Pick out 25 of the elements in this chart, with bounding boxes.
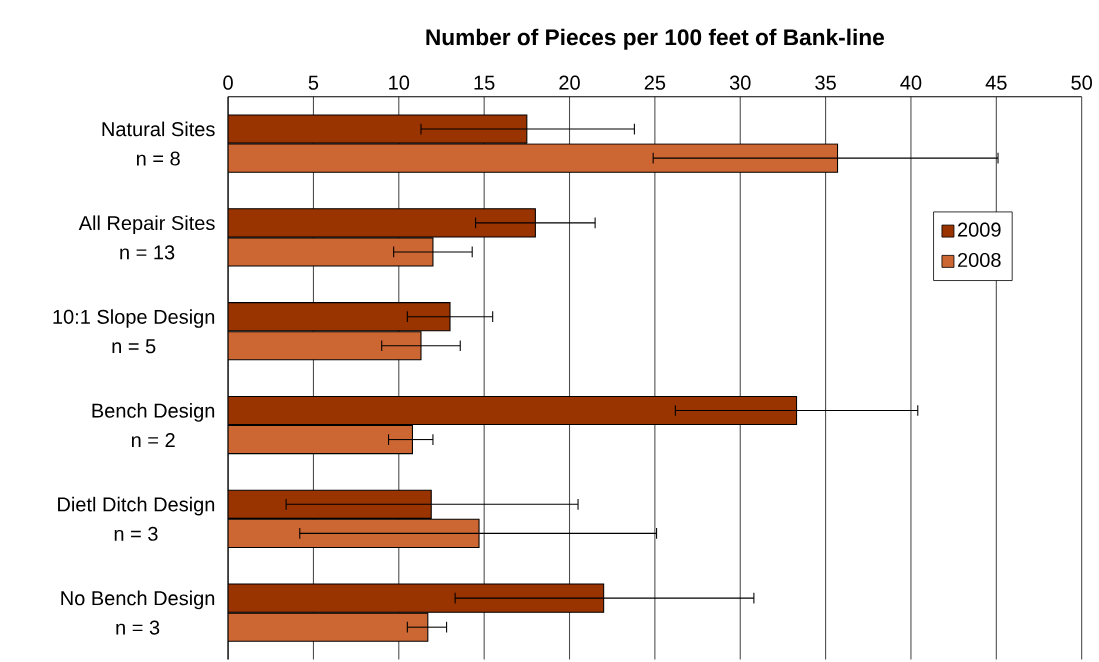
- y-tick-label: 10:1 Slope Design n = 5: [53, 309, 215, 354]
- x-tick-label: 15: [474, 76, 495, 90]
- y-tick-label: Dietl Ditch Design n = 3: [58, 497, 215, 542]
- x-tick-label: 35: [815, 75, 836, 90]
- x-tick-label: 5: [308, 76, 319, 90]
- x-tick-label: 20: [559, 75, 580, 90]
- bar: [228, 425, 413, 455]
- bar: [228, 143, 839, 173]
- chart-title: Number of Pieces per 100 feet of Bank-line: [426, 28, 885, 50]
- x-tick-label: 50: [1071, 75, 1092, 90]
- x-tick-label: 40: [900, 75, 922, 90]
- x-tick-label: 0: [223, 75, 233, 90]
- bar: [228, 331, 422, 361]
- y-tick-label: All Repair Sites n = 13: [78, 215, 215, 260]
- bar: [228, 237, 434, 267]
- y-tick-label: Bench Design n = 2: [92, 403, 215, 448]
- y-tick-label: Natural Sites n = 8: [102, 121, 215, 166]
- legend-label: 2009: [958, 222, 1001, 237]
- x-tick-label: 25: [644, 75, 666, 90]
- y-tick-label: No Bench Design n = 3: [61, 590, 215, 635]
- legend-label: 2008: [958, 253, 1001, 268]
- x-tick-label: 10: [389, 75, 410, 90]
- bar: [228, 612, 429, 643]
- x-tick-label: 30: [729, 75, 751, 90]
- x-tick-label: 45: [985, 76, 1007, 90]
